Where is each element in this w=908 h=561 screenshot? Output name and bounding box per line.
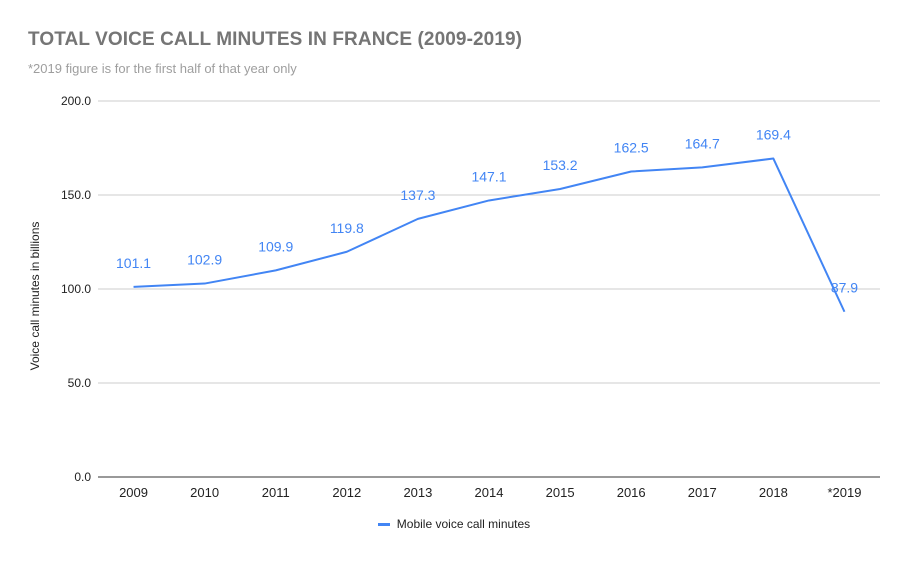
series-line [133,157,846,313]
data-label: 101.1 [116,255,151,271]
x-tick-label: 2010 [190,485,219,500]
x-tick-label: 2013 [403,485,432,500]
data-label: 162.5 [614,140,649,156]
x-tick-label: 2017 [688,485,717,500]
y-tick-label: 200.0 [61,94,91,108]
x-tick-label: 2016 [617,485,646,500]
chart-title: TOTAL VOICE CALL MINUTES IN FRANCE (2009… [28,29,523,50]
data-label: 119.8 [330,220,364,236]
x-tick-label: *2019 [827,485,861,500]
x-tick-label: 2015 [546,485,575,500]
data-label: 169.4 [756,127,791,143]
data-label: 147.1 [471,168,506,184]
legend-label: Mobile voice call minutes [396,517,531,531]
data-label: 153.2 [543,157,578,173]
y-tick-label: 100.0 [61,282,91,296]
legend: Mobile voice call minutes [0,517,908,531]
data-label: 109.9 [258,238,293,254]
data-label: 87.9 [831,280,858,296]
data-label: 164.7 [685,135,720,151]
x-tick-label: 2014 [475,485,504,500]
x-tick-label: 2012 [332,485,361,500]
x-tick-label: 2009 [119,485,148,500]
y-tick-label: 150.0 [61,188,91,202]
data-label: 102.9 [187,252,222,268]
legend-swatch [377,522,390,526]
x-tick-label: 2018 [759,485,788,500]
x-tick-label: 2011 [262,485,290,500]
y-tick-label: 0.0 [74,470,91,484]
y-tick-label: 50.0 [68,376,92,390]
data-label: 137.3 [400,187,435,203]
chart-subtitle: *2019 figure is for the first half of th… [28,61,297,76]
